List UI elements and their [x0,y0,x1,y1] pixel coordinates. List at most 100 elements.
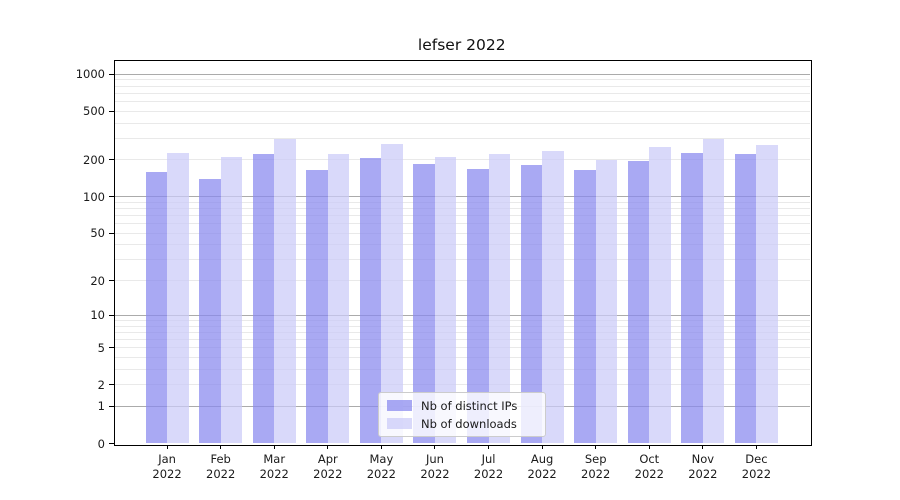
x-tickmark-sep [595,444,597,449]
bar-distinct-ips-mar [252,154,275,444]
bar-downloads-jul [488,154,511,444]
major-gridline-1000 [113,73,810,75]
minor-gridline-3 [113,368,810,370]
minor-gridline-800 [113,85,810,87]
x-tick-label-aug: Aug 2022 [527,452,557,481]
major-gridline-100 [113,196,810,198]
bar-downloads-dec [756,145,778,444]
minor-gridline-500 [113,110,810,112]
y-tickmark-100 [109,196,114,198]
chart-title: lefser 2022 [417,36,506,54]
minor-gridline-700 [113,92,810,94]
bar-distinct-ips-jan [145,171,168,444]
minor-gridline-400 [113,122,810,124]
bar-downloads-apr [327,154,350,444]
y-tickmark-10 [109,314,114,316]
x-tickmark-jun [434,444,436,449]
x-tick-label-sep: Sep 2022 [581,452,611,481]
minor-gridline-900 [113,79,810,81]
legend-swatch-distinct-ips [387,400,412,411]
y-tick-label-1000: 1000 [75,67,105,82]
y-tick-label-0: 0 [97,436,105,451]
x-tickmark-oct [648,444,650,449]
minor-gridline-40 [113,244,810,246]
bar-distinct-ips-oct [627,161,650,444]
y-tickmark-2 [109,384,114,386]
bar-distinct-ips-nov [681,153,703,444]
bar-downloads-feb [220,156,243,444]
bar-distinct-ips-feb [199,178,221,444]
bar-downloads-nov [702,139,725,444]
y-tick-label-100: 100 [83,189,105,204]
bar-distinct-ips-sep [574,169,596,444]
bar-downloads-jun [434,156,457,444]
minor-gridline-8 [113,325,810,327]
x-tick-label-jan: Jan 2022 [152,452,182,481]
x-tickmark-feb [220,444,222,449]
x-tickmark-jul [488,444,490,449]
x-tickmark-dec [755,444,757,449]
bar-distinct-ips-aug [520,165,543,444]
x-tick-label-feb: Feb 2022 [206,452,236,481]
minor-gridline-5 [113,347,810,349]
minor-gridline-30 [113,259,810,261]
minor-gridline-2 [113,384,810,386]
y-tick-label-2: 2 [97,377,105,392]
bar-downloads-oct [649,146,671,444]
x-tickmark-apr [327,444,329,449]
y-tickmark-20 [109,280,114,282]
minor-gridline-50 [113,232,810,234]
minor-gridline-60 [113,223,810,225]
y-tick-label-1: 1 [97,399,105,414]
bar-distinct-ips-dec [734,154,757,444]
x-tickmark-aug [541,444,543,449]
minor-gridline-4 [113,356,810,358]
legend-item-distinct-ips: Nb of distinct IPs [387,399,537,413]
bar-downloads-sep [595,160,618,444]
y-tickmark-5 [109,347,114,349]
bar-distinct-ips-may [359,158,382,444]
bar-downloads-mar [274,139,296,444]
minor-gridline-9 [113,319,810,321]
legend: Nb of distinct IPs Nb of downloads [378,392,546,437]
minor-gridline-600 [113,100,810,102]
x-tick-label-may: May 2022 [366,452,397,481]
y-tickmark-1 [109,405,114,407]
y-tick-label-500: 500 [83,104,105,119]
legend-item-downloads: Nb of downloads [387,417,537,431]
minor-gridline-70 [113,215,810,217]
minor-gridline-7 [113,331,810,333]
bar-downloads-aug [542,151,564,444]
minor-gridline-80 [113,208,810,210]
x-tick-label-nov: Nov 2022 [688,452,718,481]
minor-gridline-90 [113,201,810,203]
bar-distinct-ips-jun [413,164,435,444]
y-tickmark-500 [109,110,114,112]
bar-downloads-jan [167,152,189,444]
minor-gridline-20 [113,280,810,282]
y-tick-label-10: 10 [90,308,105,323]
y-tickmark-0 [109,443,114,444]
x-tick-label-jul: Jul 2022 [473,452,504,481]
x-tickmark-nov [702,444,704,449]
y-tickmark-1000 [109,73,114,75]
y-tickmark-50 [109,232,114,234]
legend-label-downloads: Nb of downloads [421,416,517,431]
minor-gridline-6 [113,338,810,340]
x-tick-label-apr: Apr 2022 [313,452,343,481]
x-tick-label-dec: Dec 2022 [741,452,772,481]
bar-distinct-ips-apr [306,170,328,444]
legend-label-distinct-ips: Nb of distinct IPs [421,398,518,413]
plot-area-border [113,59,812,446]
x-tickmark-mar [273,444,275,449]
x-tickmark-may [380,444,382,449]
minor-gridline-300 [113,137,810,139]
x-tick-label-oct: Oct 2022 [634,452,664,481]
legend-swatch-downloads [387,418,412,429]
y-tick-label-50: 50 [90,226,105,241]
x-tickmark-jan [166,444,168,449]
y-tick-label-200: 200 [83,152,105,167]
